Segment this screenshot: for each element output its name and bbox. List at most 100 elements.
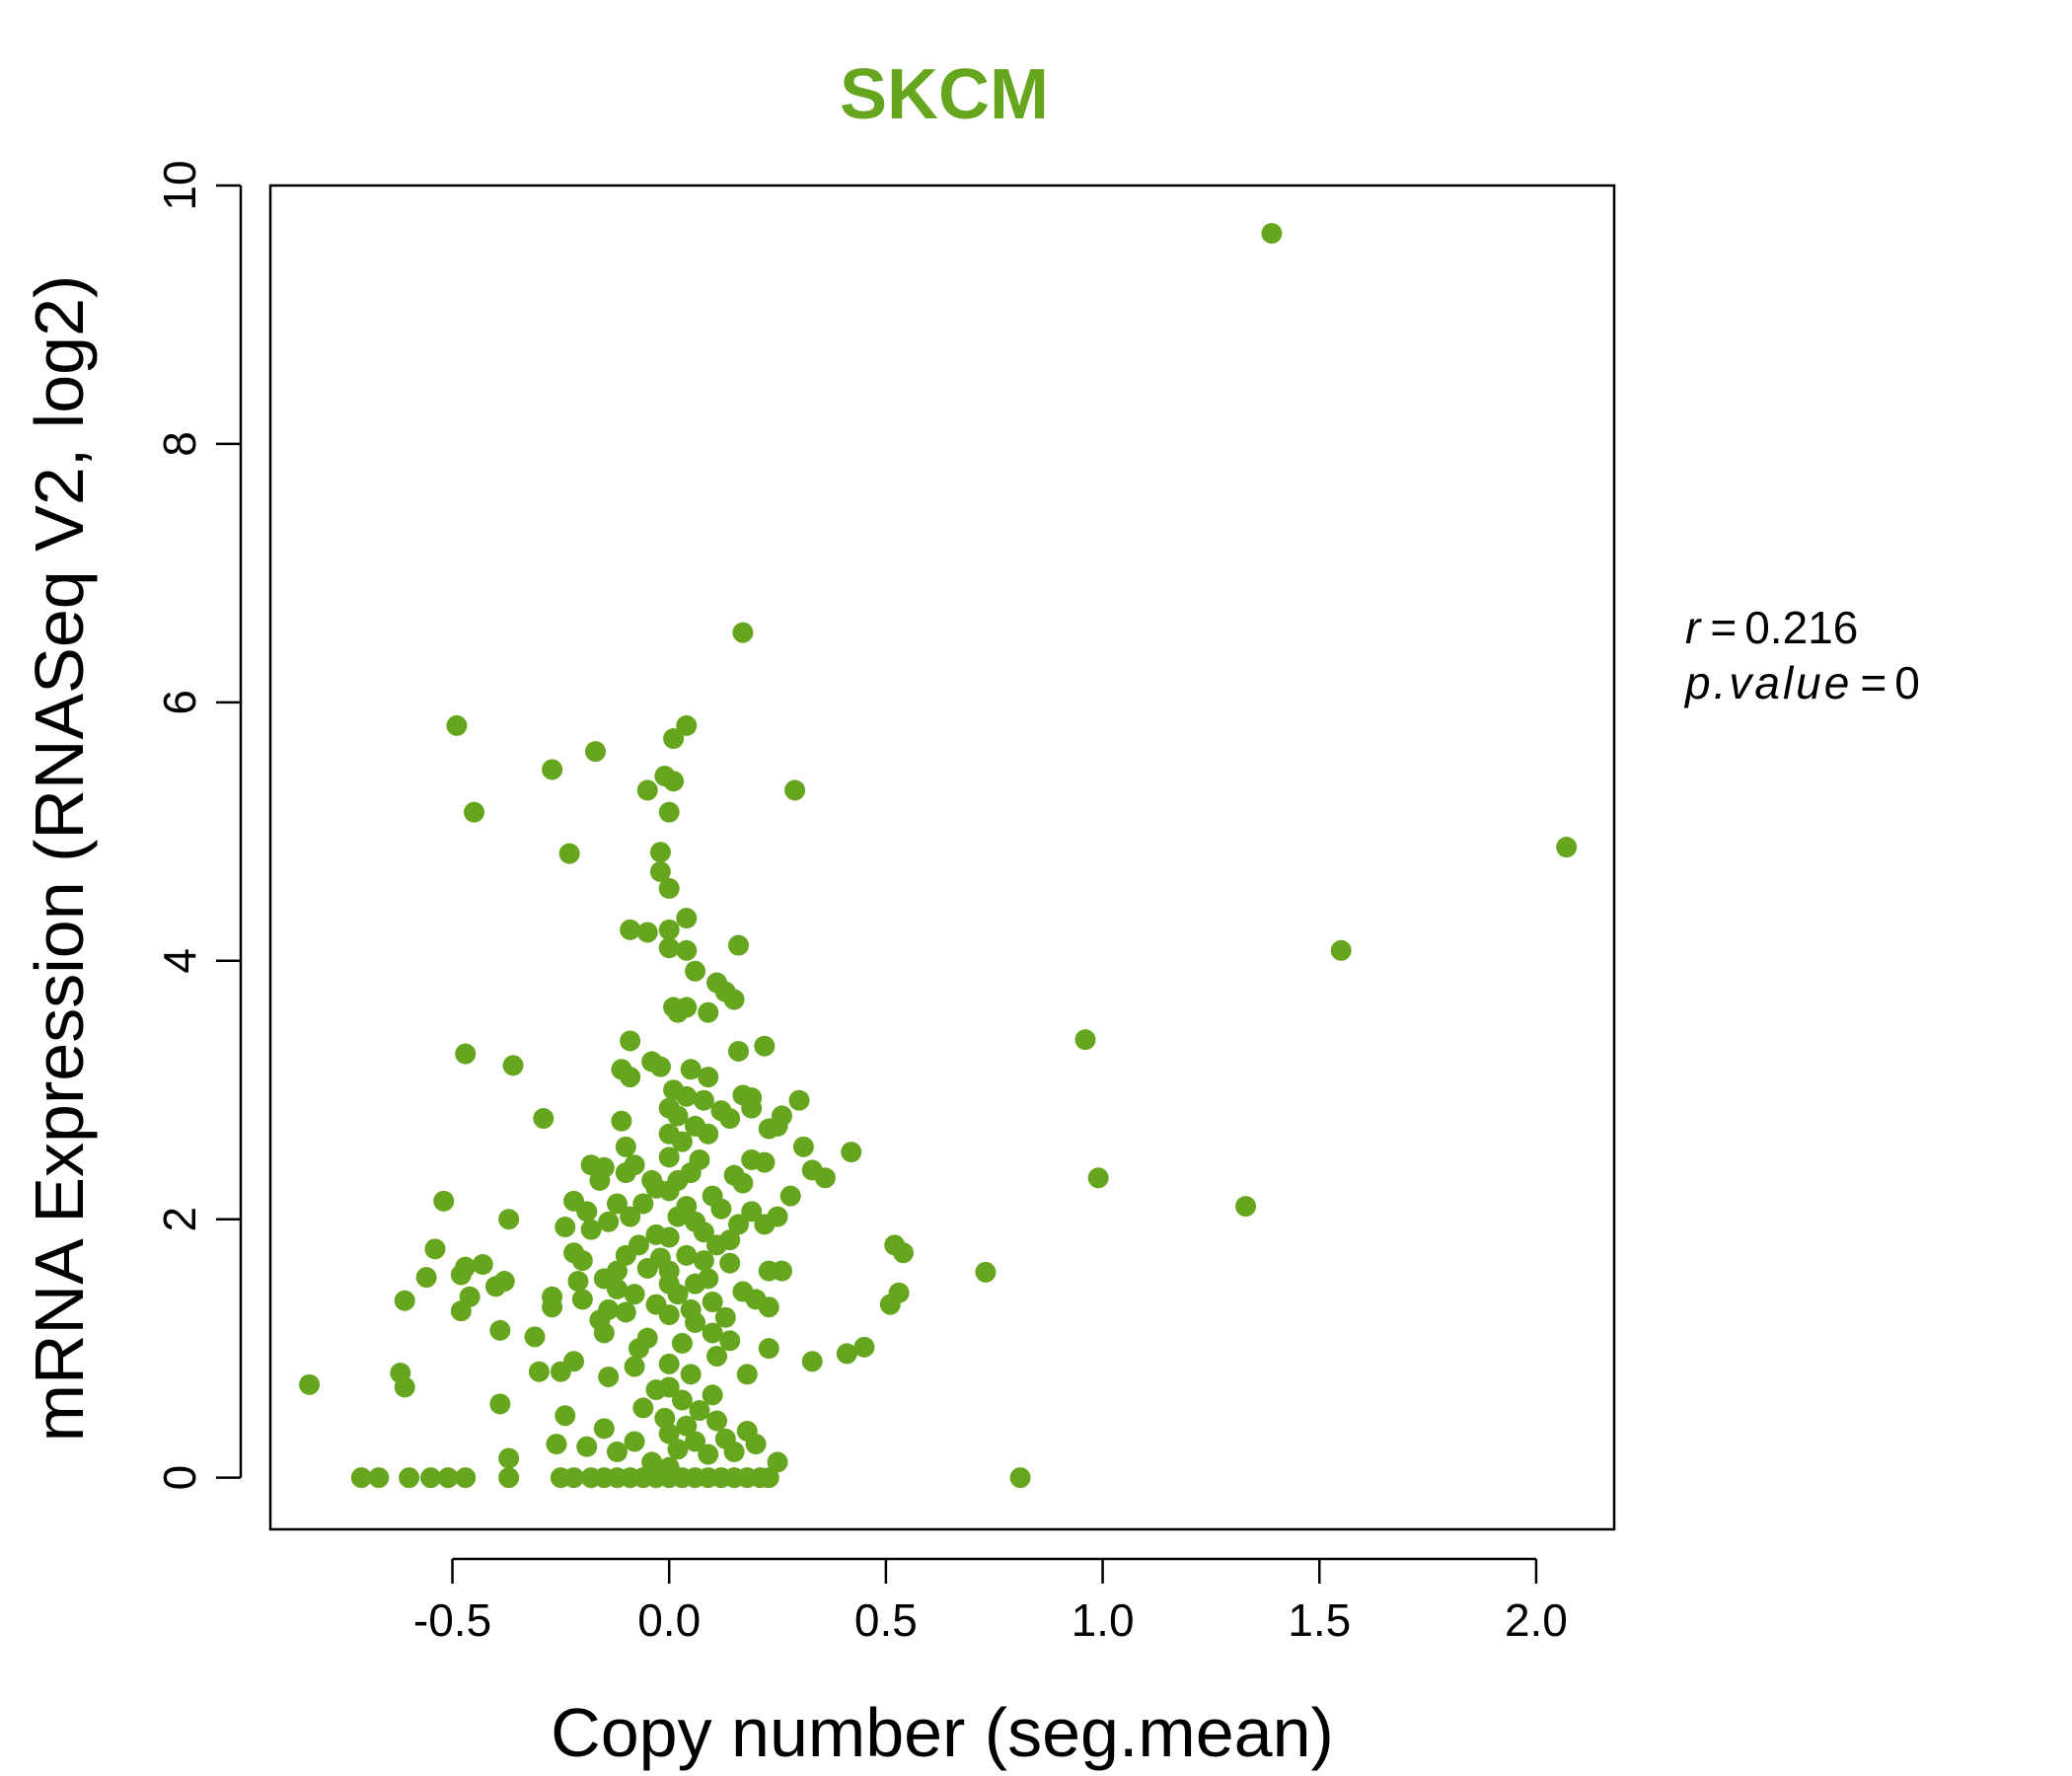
data-point <box>1009 1467 1031 1489</box>
data-point <box>685 1431 706 1452</box>
data-point <box>658 937 680 959</box>
data-point <box>620 1206 641 1227</box>
data-point <box>754 1151 776 1173</box>
y-tick-label: 4 <box>154 948 205 974</box>
data-point <box>533 1108 555 1130</box>
data-point <box>758 1338 779 1360</box>
data-point <box>836 1343 857 1365</box>
data-point <box>879 1294 901 1315</box>
data-point <box>685 1273 706 1295</box>
p-annotation: p.value = 0 <box>1683 657 1920 708</box>
data-point <box>528 1361 550 1382</box>
data-point <box>732 622 754 643</box>
data-point <box>550 1361 571 1382</box>
y-tick-label: 6 <box>154 690 205 715</box>
y-tick-label: 8 <box>154 431 205 457</box>
data-point <box>620 1067 641 1088</box>
data-point <box>698 1443 719 1465</box>
data-point <box>667 1001 689 1023</box>
r-equals: = <box>1710 602 1737 653</box>
data-point <box>415 1267 437 1289</box>
data-point <box>555 1405 576 1427</box>
y-axis: 0 2 4 6 8 10 <box>154 160 243 1490</box>
data-point <box>632 1397 654 1419</box>
data-point <box>489 1319 511 1341</box>
data-point <box>1330 939 1352 961</box>
data-point <box>563 1467 585 1489</box>
data-point <box>455 1043 477 1065</box>
data-point <box>663 771 685 792</box>
data-point <box>1087 1167 1109 1189</box>
data-point <box>658 1353 680 1374</box>
data-point <box>624 1284 645 1305</box>
data-point <box>498 1209 520 1230</box>
plot-frame <box>268 184 1616 1531</box>
x-tick-label: 0.0 <box>637 1594 701 1646</box>
data-point <box>719 1252 741 1274</box>
data-point <box>641 1451 663 1473</box>
data-point <box>1074 1029 1096 1051</box>
data-point <box>767 1115 788 1137</box>
data-point <box>489 1393 511 1415</box>
data-point <box>1556 837 1578 858</box>
data-point <box>558 843 580 864</box>
r-value: 0.216 <box>1744 602 1858 653</box>
data-point <box>649 1056 671 1077</box>
data-point <box>463 801 484 823</box>
data-point <box>702 1292 723 1313</box>
x-tick-label: -0.5 <box>413 1594 491 1646</box>
data-point <box>676 714 698 736</box>
p-equals: = <box>1860 657 1887 708</box>
data-point <box>671 1389 693 1411</box>
x-axis: -0.5 0.0 0.5 1.0 1.5 2.0 <box>413 1557 1568 1646</box>
data-point <box>671 1131 693 1152</box>
data-point <box>450 1300 472 1322</box>
data-point <box>792 1136 814 1157</box>
data-point <box>706 1234 728 1256</box>
data-point <box>814 1167 836 1189</box>
x-axis-title: Copy number (seg.mean) <box>551 1694 1334 1771</box>
data-point <box>779 1185 801 1207</box>
data-point <box>658 1226 680 1248</box>
data-point <box>801 1351 823 1372</box>
p-value: 0 <box>1894 657 1920 708</box>
data-point <box>611 1110 632 1132</box>
data-point <box>645 1379 667 1401</box>
data-point <box>654 1407 676 1429</box>
data-point <box>719 1108 741 1130</box>
data-point <box>606 1441 628 1462</box>
data-point <box>598 1366 620 1387</box>
data-point <box>728 1214 750 1235</box>
data-point <box>676 1415 698 1437</box>
data-point <box>698 1067 719 1088</box>
data-point <box>580 1219 602 1240</box>
data-point <box>615 1244 636 1266</box>
data-point <box>472 1254 493 1276</box>
correlation-annotation: r = 0.216 p.value = 0 <box>1683 602 1920 708</box>
data-point <box>620 1030 641 1052</box>
data-point <box>350 1467 372 1489</box>
data-point <box>698 1001 719 1023</box>
data-point <box>680 1364 702 1385</box>
data-point <box>502 1055 524 1076</box>
data-point <box>437 1467 459 1489</box>
data-point <box>555 1217 576 1238</box>
data-point <box>636 779 658 801</box>
y-tick-label: 2 <box>154 1207 205 1232</box>
data-point <box>693 1221 714 1243</box>
data-point <box>658 801 680 823</box>
data-point <box>723 1441 745 1462</box>
data-point <box>693 1089 714 1111</box>
data-point <box>892 1242 914 1264</box>
data-point <box>788 1089 810 1111</box>
data-point <box>706 1346 728 1368</box>
data-point <box>658 877 680 899</box>
data-point <box>710 1198 732 1220</box>
data-point <box>589 1169 611 1191</box>
data-point <box>593 1418 615 1440</box>
data-point <box>732 1172 754 1194</box>
data-point <box>455 1467 477 1489</box>
data-point <box>615 1162 636 1184</box>
data-point <box>576 1436 598 1457</box>
data-point <box>667 1105 689 1127</box>
